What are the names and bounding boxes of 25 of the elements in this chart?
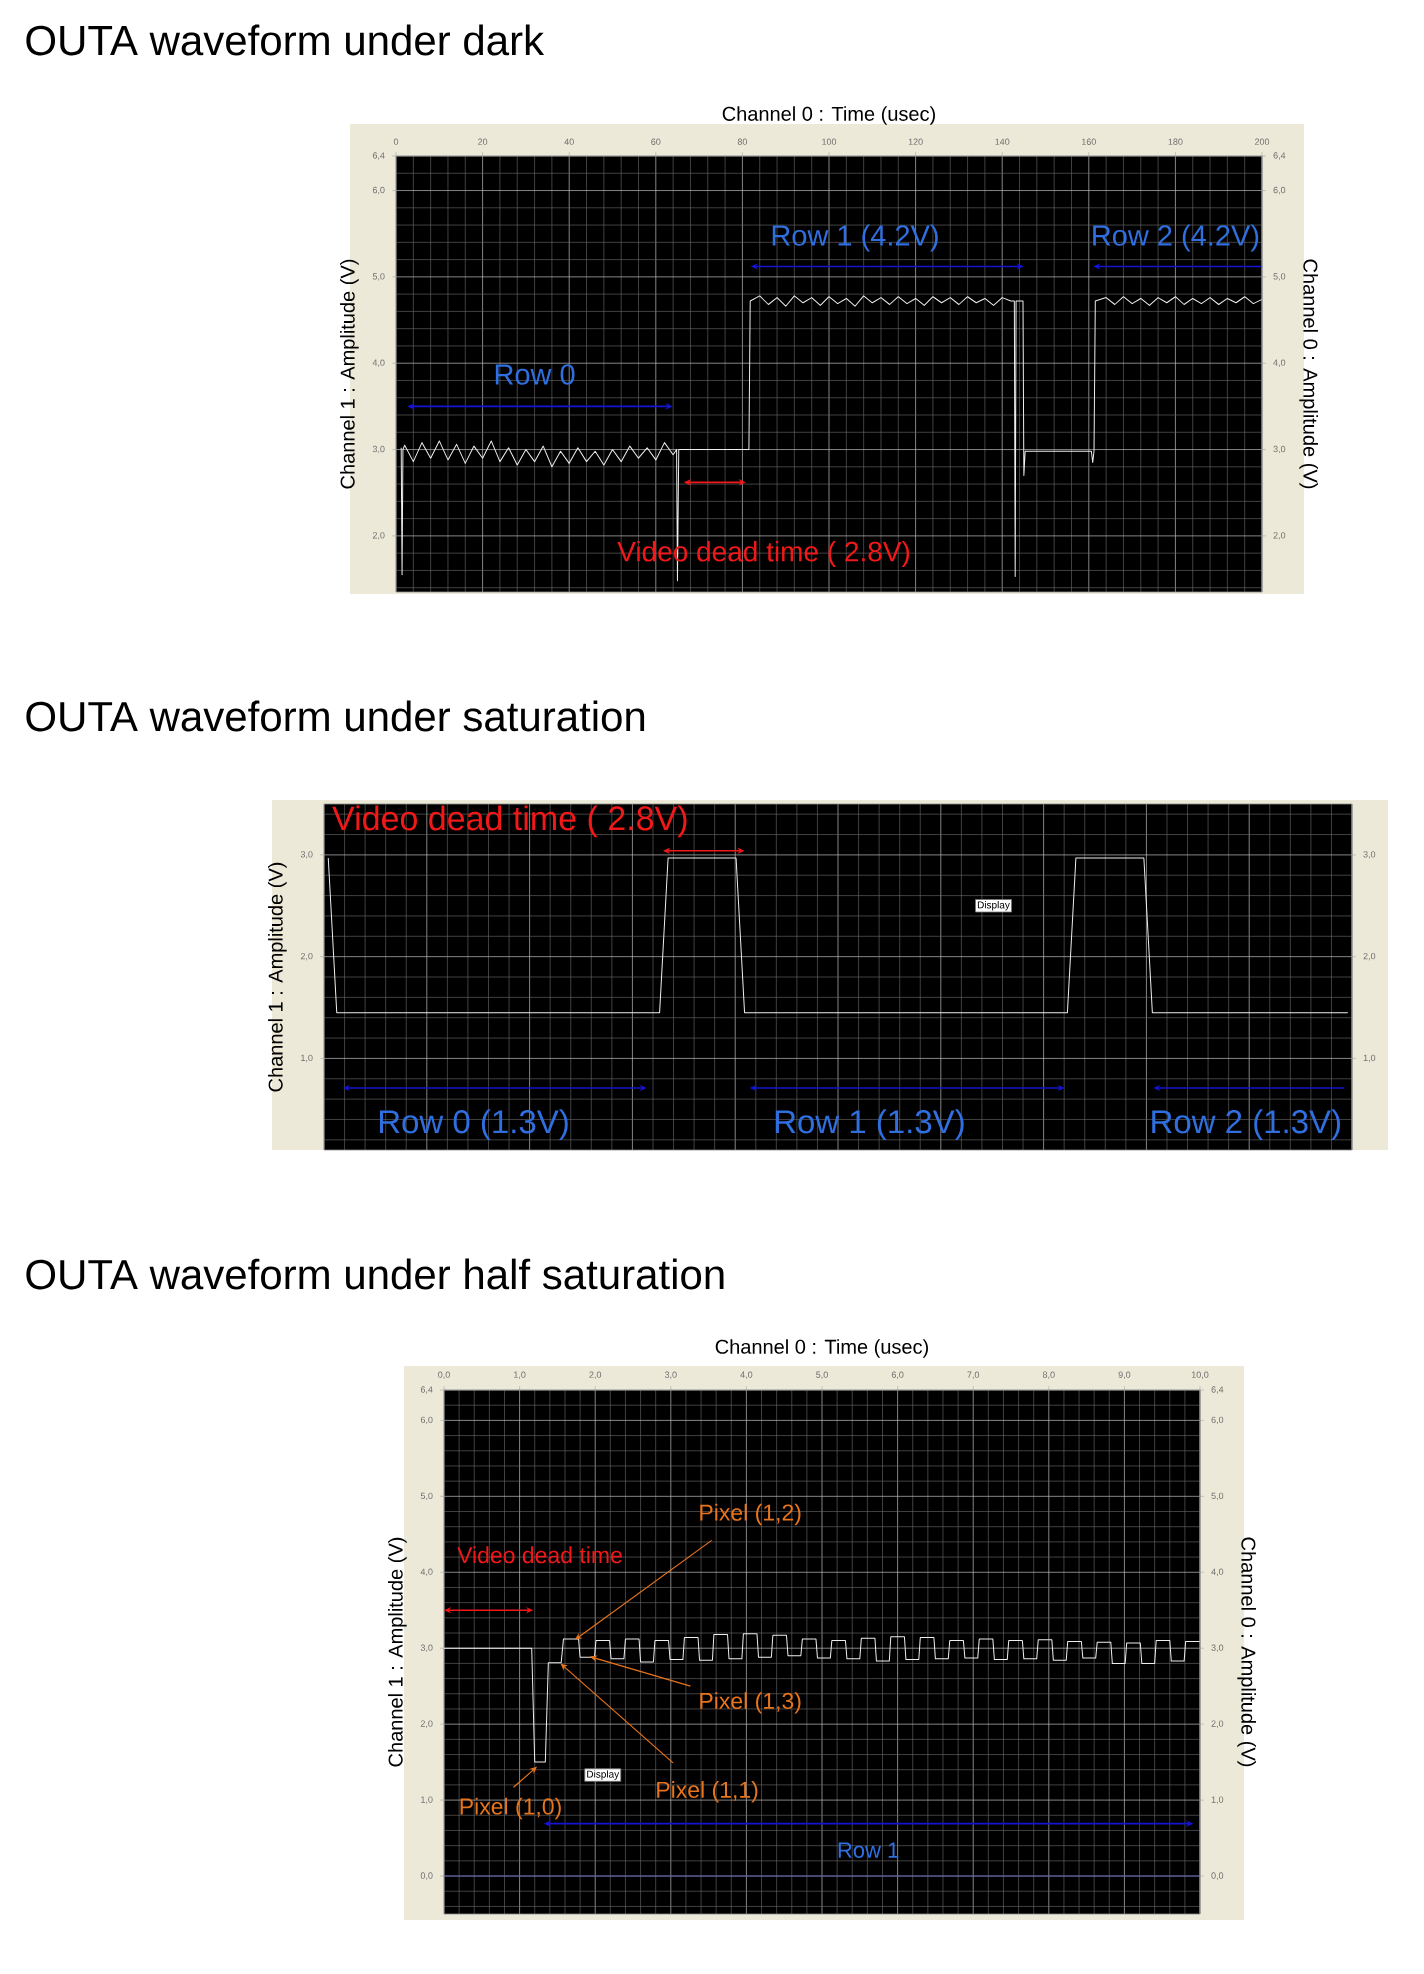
annotation: Video dead time [457, 1546, 622, 1564]
line-series [400, 295, 1263, 582]
chart-title: OUTA waveform under dark [26, 24, 545, 56]
annotation: Row 2 (1.3V) [1152, 1109, 1340, 1140]
annotation: Row 1 (1.3V) [775, 1109, 964, 1140]
annotation: Row 1 (4.2V) [772, 224, 938, 252]
annotation: Row 2 (4.2V) [1093, 224, 1259, 252]
x-axis-title: Channel 0 : Time (usec) [722, 106, 935, 125]
annotation: Row 1 [838, 1842, 899, 1858]
annotation: Pixel (1,2) [700, 1503, 801, 1526]
y-axis-title: Channel 1 : Amplitude (V) [340, 259, 359, 489]
annotation: Row 0 [495, 364, 575, 385]
annotation: Pixel (1,0) [460, 1797, 561, 1820]
chart-title: OUTA waveform under saturation [26, 700, 645, 732]
chart-title: OUTA waveform under half saturation [26, 1258, 724, 1290]
y2-axis-title: Channel 0 : Amplitude (V) [1299, 259, 1318, 489]
y2-axis-title: Channel 0 : Amplitude (V) [1237, 1537, 1256, 1767]
x-axis-title: Channel 0 : Time (usec) [715, 1339, 928, 1358]
annotation: Video dead time ( 2.8V) [332, 805, 687, 838]
line-series [444, 1633, 1201, 1763]
annotation: Pixel (1,3) [700, 1692, 801, 1714]
annotation: Row 0 (1.3V) [379, 1109, 568, 1140]
annotation: Pixel (1,1) [657, 1781, 758, 1803]
y-axis-title: Channel 1 : Amplitude (V) [388, 1537, 407, 1767]
y-axis-title: Channel 1 : Amplitude (V) [268, 862, 287, 1092]
